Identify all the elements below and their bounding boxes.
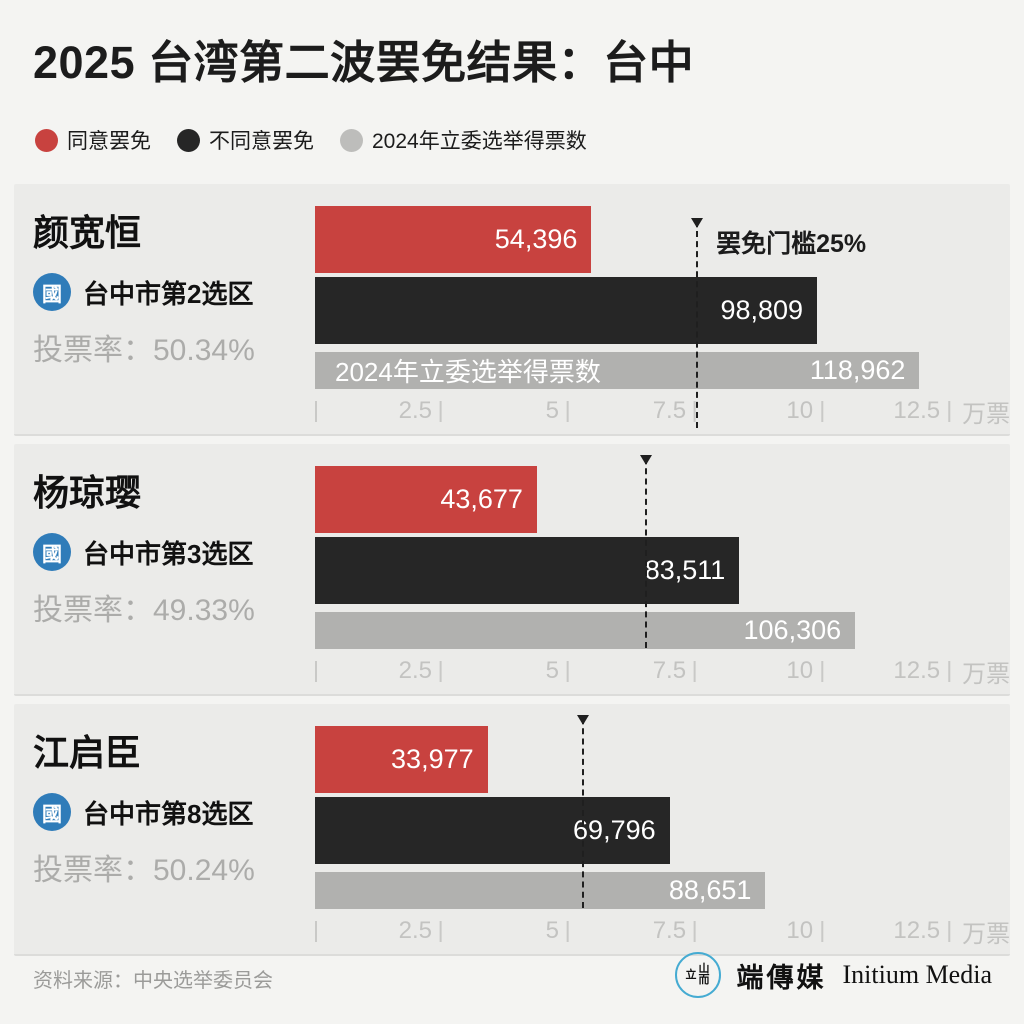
agree-bar: 43,677	[315, 466, 537, 533]
threshold-arrow-icon	[691, 218, 704, 234]
axis-tick: 2.5	[399, 657, 443, 685]
threshold-line	[691, 218, 704, 428]
axis-tick	[315, 397, 317, 425]
votes2024-bar: 88,651	[315, 872, 766, 909]
district-label: 台中市第8选区	[83, 798, 254, 829]
candidate-name: 江启臣	[33, 732, 142, 773]
votes2024-bar: 106,306	[315, 612, 856, 649]
votes2024-value: 106,306	[743, 615, 842, 645]
axis-tick: 10	[786, 657, 824, 685]
threshold-arrow-icon	[576, 715, 589, 731]
axis-tick: 5	[546, 917, 570, 945]
bar-chart: 43,677 83,511 106,306 2.5 5 7.5 10 12.5 万票	[315, 444, 1010, 694]
axis-tick: 10	[786, 917, 824, 945]
votes2024-value: 118,962	[809, 355, 906, 385]
kmt-party-badge-icon: 國	[33, 273, 71, 311]
legend-label: 不同意罢免	[209, 130, 314, 153]
turnout-label: 投票率：50.24%	[33, 854, 255, 887]
votes2024-inner-label: 2024年立委选举得票数	[335, 357, 601, 387]
threshold-line	[640, 455, 653, 648]
threshold-arrow-icon	[640, 455, 653, 471]
x-axis: 2.5 5 7.5 10 12.5 万票	[315, 917, 1010, 948]
axis-tick: 2.5	[399, 917, 443, 945]
legend-item: 2024年立委选举得票数	[340, 125, 587, 155]
legend-label: 2024年立委选举得票数	[372, 130, 587, 153]
legend-item: 同意罢免	[35, 125, 151, 155]
axis-tick: 12.5	[893, 657, 951, 685]
initium-logo-glyph-left: 立	[685, 968, 697, 981]
candidate-info: 杨琼璎 國 台中市第3选区 投票率：49.33%	[33, 444, 313, 629]
axis-unit-label: 万票	[962, 660, 1011, 688]
disagree-bar: 83,511	[315, 537, 740, 604]
turnout-label: 投票率：50.34%	[33, 334, 255, 367]
axis-tick: 7.5	[653, 657, 697, 685]
votes2024-bar: 2024年立委选举得票数 118,962	[315, 352, 920, 389]
data-source: 资料来源：中央选举委员会	[33, 970, 273, 992]
bar-chart: 33,977 69,796 88,651 2.5 5 7.5 10 12.5 万票	[315, 704, 1010, 954]
footer: 资料来源：中央选举委员会 立 山而 端傳媒 Initium Media	[0, 952, 1024, 1012]
candidate-name: 颜宽恒	[33, 212, 142, 253]
axis-tick: 10	[786, 397, 824, 425]
candidate-panel: 颜宽恒 國 台中市第2选区 投票率：50.34% 54,396 98,809 2…	[14, 184, 1010, 436]
disagree-value: 83,511	[644, 555, 726, 585]
agree-value: 43,677	[440, 484, 523, 514]
candidate-panels: 颜宽恒 國 台中市第2选区 投票率：50.34% 54,396 98,809 2…	[0, 184, 1024, 956]
initium-media-brand: 立 山而 端傳媒 Initium Media	[674, 952, 992, 998]
x-axis: 2.5 5 7.5 10 12.5 万票	[315, 397, 1010, 428]
turnout-label: 投票率：49.33%	[33, 594, 255, 627]
legend-dot-icon	[35, 128, 58, 152]
candidate-name: 杨琼璎	[33, 472, 142, 513]
agree-bar: 33,977	[315, 726, 488, 793]
disagree-value: 69,796	[573, 815, 656, 845]
legend-item: 不同意罢免	[177, 125, 314, 155]
legend-label: 同意罢免	[67, 130, 151, 153]
votes2024-value: 88,651	[668, 875, 752, 905]
threshold-label: 罢免门槛25%	[716, 230, 867, 258]
disagree-value: 98,809	[720, 295, 804, 325]
threshold-line	[576, 715, 589, 908]
legend: 同意罢免 不同意罢免 2024年立委选举得票数	[35, 125, 1024, 155]
axis-tick	[315, 657, 317, 685]
axis-tick: 5	[546, 397, 570, 425]
disagree-bar: 69,796	[315, 797, 670, 864]
brand-name-en: Initium Media	[842, 960, 992, 989]
axis-unit-label: 万票	[962, 920, 1011, 948]
bar-chart: 54,396 98,809 2024年立委选举得票数 118,962 罢免门槛2…	[315, 184, 1010, 434]
candidate-panel: 江启臣 國 台中市第8选区 投票率：50.24% 33,977 69,796 8…	[14, 704, 1010, 956]
page-title: 2025 台湾第二波罢免结果：台中	[33, 37, 695, 88]
agree-value: 54,396	[494, 224, 578, 254]
legend-dot-icon	[177, 128, 200, 152]
axis-tick: 12.5	[893, 917, 951, 945]
district-row: 國 台中市第3选区	[33, 533, 313, 571]
initium-logo-glyph-right: 山而	[698, 963, 710, 986]
axis-tick: 12.5	[893, 397, 951, 425]
district-label: 台中市第3选区	[83, 538, 254, 569]
kmt-party-badge-icon: 國	[33, 793, 71, 831]
district-label: 台中市第2选区	[83, 278, 254, 309]
kmt-party-badge-icon: 國	[33, 533, 71, 571]
axis-tick: 2.5	[399, 397, 443, 425]
legend-dot-icon	[340, 128, 363, 152]
axis-tick: 7.5	[653, 397, 697, 425]
axis-tick: 7.5	[653, 917, 697, 945]
candidate-info: 江启臣 國 台中市第8选区 投票率：50.24%	[33, 704, 313, 889]
agree-bar: 54,396	[315, 206, 592, 273]
axis-tick	[315, 917, 317, 945]
x-axis: 2.5 5 7.5 10 12.5 万票	[315, 657, 1010, 688]
district-row: 國 台中市第8选区	[33, 793, 313, 831]
disagree-bar: 98,809	[315, 277, 818, 344]
brand-name-zh: 端傳媒	[736, 962, 827, 993]
district-row: 國 台中市第2选区	[33, 273, 313, 311]
agree-value: 33,977	[391, 744, 474, 774]
candidate-panel: 杨琼璎 國 台中市第3选区 投票率：49.33% 43,677 83,511 1…	[14, 444, 1010, 696]
initium-logo-icon: 立 山而	[674, 952, 721, 998]
axis-unit-label: 万票	[962, 400, 1011, 428]
candidate-info: 颜宽恒 國 台中市第2选区 投票率：50.34%	[33, 184, 313, 369]
axis-tick: 5	[546, 657, 570, 685]
